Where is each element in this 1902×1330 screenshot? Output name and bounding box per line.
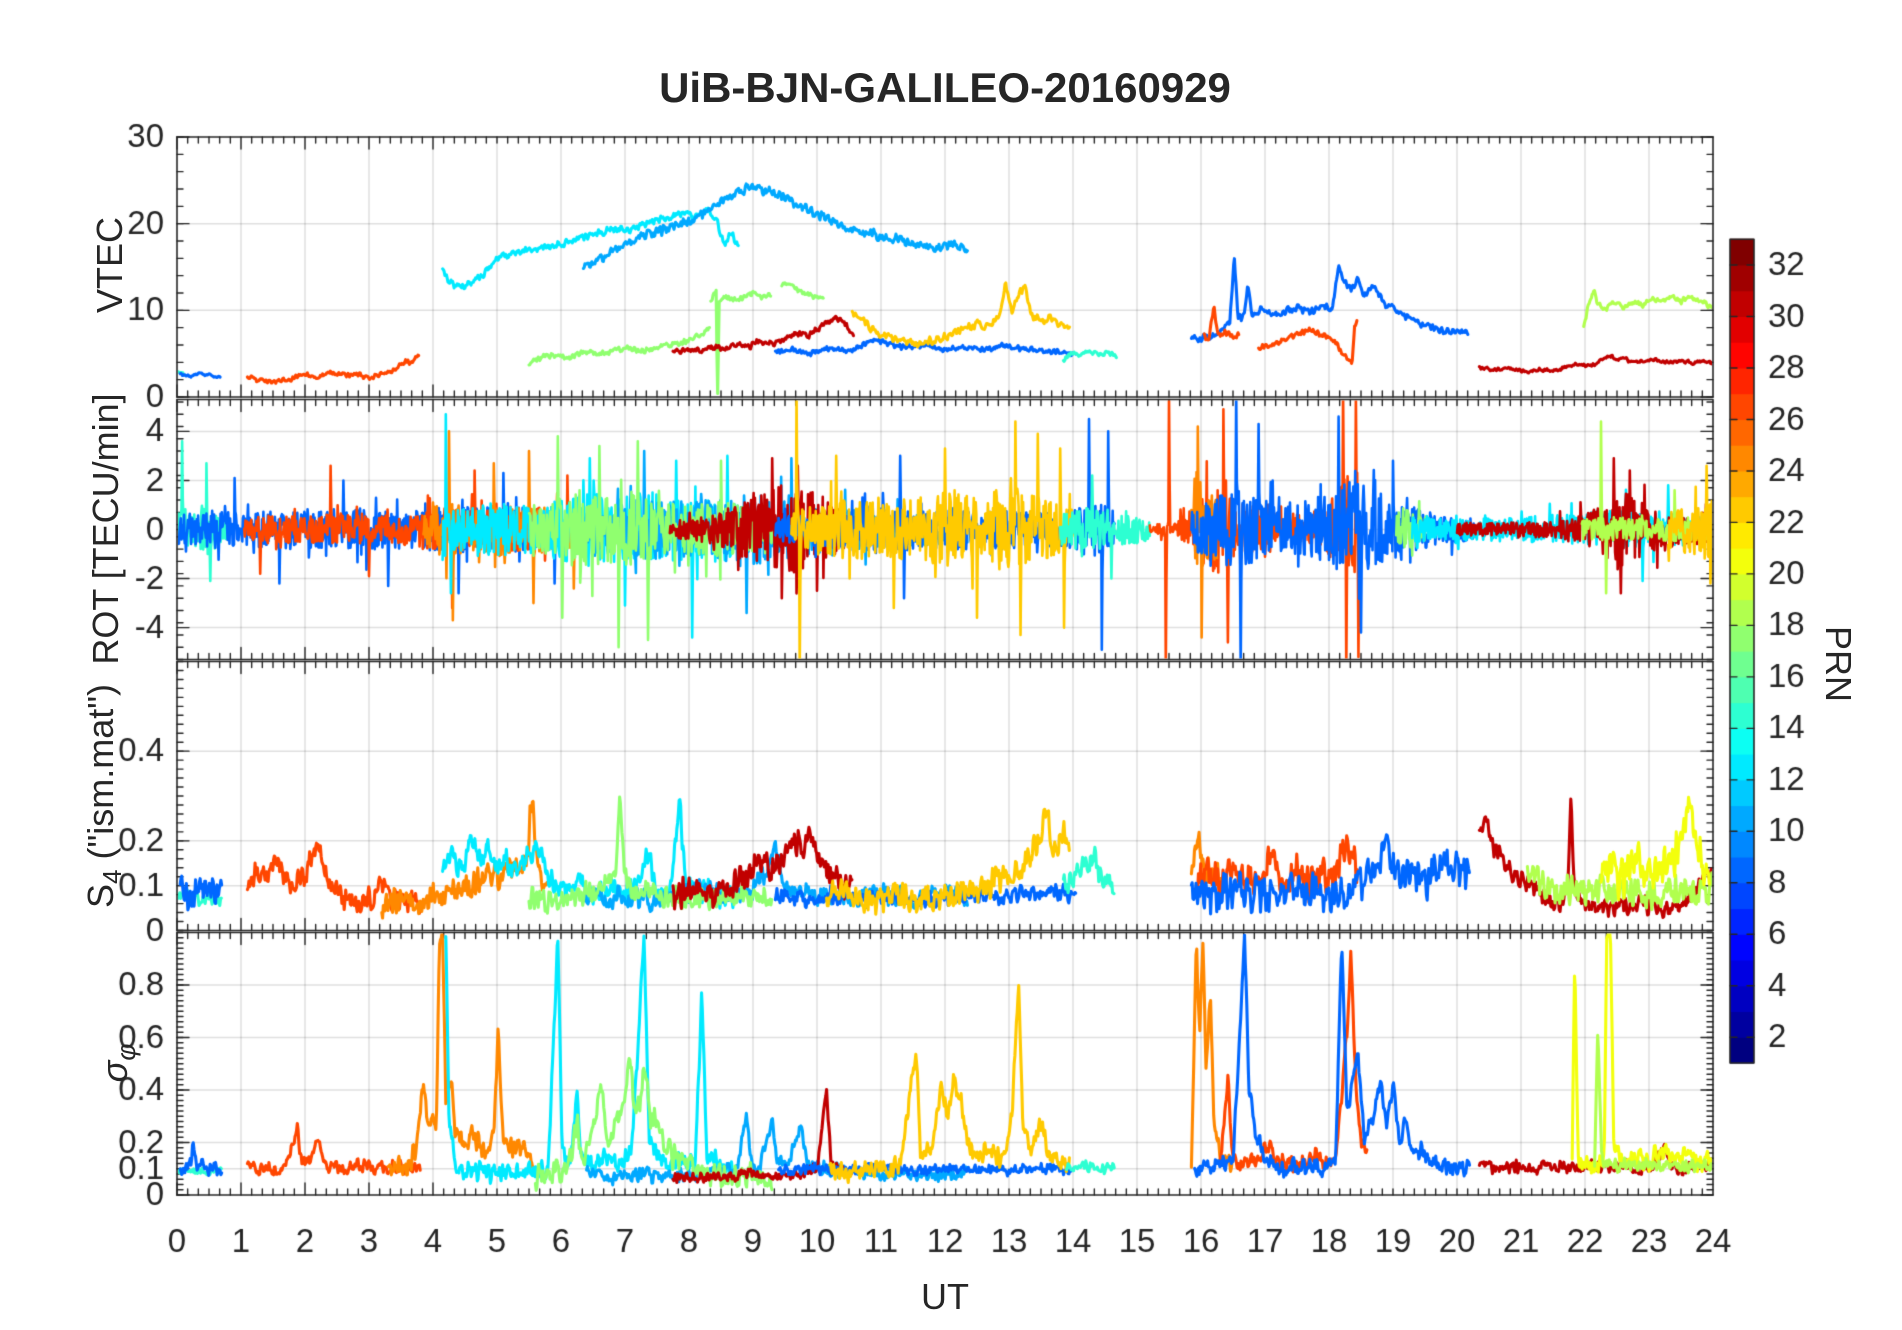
rot-axis-label: ROT [TECU/min] bbox=[85, 393, 126, 665]
x-axis-label: UT bbox=[921, 1276, 969, 1317]
s4-axis-label: S4 ("ism.mat") bbox=[79, 683, 128, 909]
colorbar-label: PRN bbox=[1818, 625, 1859, 703]
sigma-axis-label: σφ bbox=[93, 1043, 142, 1083]
chart-title: UiB-BJN-GALILEO-20160929 bbox=[659, 64, 1231, 111]
vtec-axis-label: VTEC bbox=[89, 216, 130, 314]
